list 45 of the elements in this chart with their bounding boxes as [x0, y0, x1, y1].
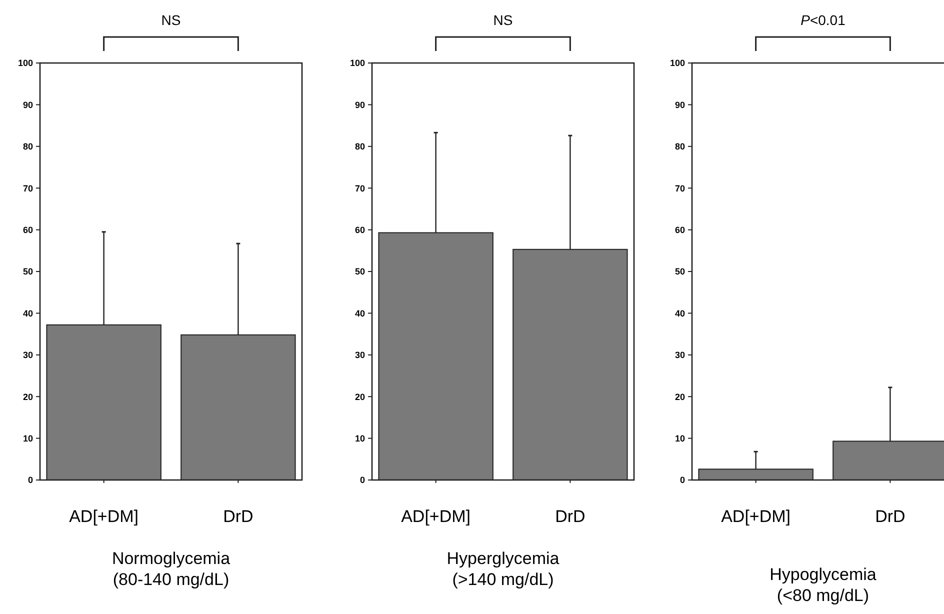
x-tick-label: DrD: [223, 507, 254, 526]
x-tick-label: DrD: [555, 507, 586, 526]
x-tick-label: AD[+DM]: [401, 507, 471, 526]
y-tick-label: 60: [674, 224, 685, 235]
y-tick-label: 50: [22, 266, 33, 277]
y-tick-label: 10: [674, 433, 685, 444]
y-tick-label: 20: [22, 392, 33, 402]
y-tick-label: 90: [22, 100, 33, 110]
y-tick-label: 40: [674, 308, 685, 318]
y-tick-label: 10: [22, 433, 33, 444]
y-tick-label: 80: [674, 142, 685, 152]
y-tick-label: 0: [360, 475, 365, 486]
y-tick-label: 100: [350, 58, 365, 68]
x-tick-label: AD[+DM]: [69, 507, 139, 526]
y-tick-label: 90: [674, 100, 685, 110]
y-tick-label: 60: [22, 224, 33, 235]
y-tick-label: 30: [674, 350, 685, 360]
y-tick-label: 20: [674, 392, 685, 402]
y-tick-label: 80: [354, 142, 365, 152]
y-tick-label: 60: [354, 224, 365, 235]
y-tick-label: 20: [354, 392, 365, 402]
y-tick-label: 50: [674, 266, 685, 277]
x-axis-title: Normoglycemia (80-140 mg/dL): [112, 549, 231, 589]
x-axis-title: Hyperglycemia (>140 mg/dL): [446, 549, 560, 589]
y-tick-label: 0: [28, 475, 33, 486]
y-tick-label: 30: [22, 350, 33, 360]
y-tick-label: 90: [354, 100, 365, 110]
x-tick-label: DrD: [875, 507, 906, 526]
y-tick-label: 100: [670, 58, 685, 68]
text: NS: [493, 12, 513, 28]
y-tick-label: 80: [22, 142, 33, 152]
y-tick-label: 70: [22, 183, 33, 194]
y-tick-label: 70: [354, 183, 365, 194]
y-tick-label: 100: [18, 58, 33, 68]
y-tick-label: 30: [354, 350, 365, 360]
y-tick-label: 0: [680, 475, 685, 486]
y-tick-label: 40: [354, 308, 365, 318]
text: P<0.01: [800, 12, 846, 28]
y-tick-label: 70: [674, 183, 685, 194]
text: NS: [161, 12, 181, 28]
y-tick-label: 50: [354, 266, 365, 277]
y-tick-label: 10: [354, 433, 365, 444]
x-tick-label: AD[+DM]: [721, 507, 791, 526]
y-tick-label: 40: [22, 308, 33, 318]
x-axis-title: Hypoglycemia (<80 mg/dL): [770, 565, 877, 605]
